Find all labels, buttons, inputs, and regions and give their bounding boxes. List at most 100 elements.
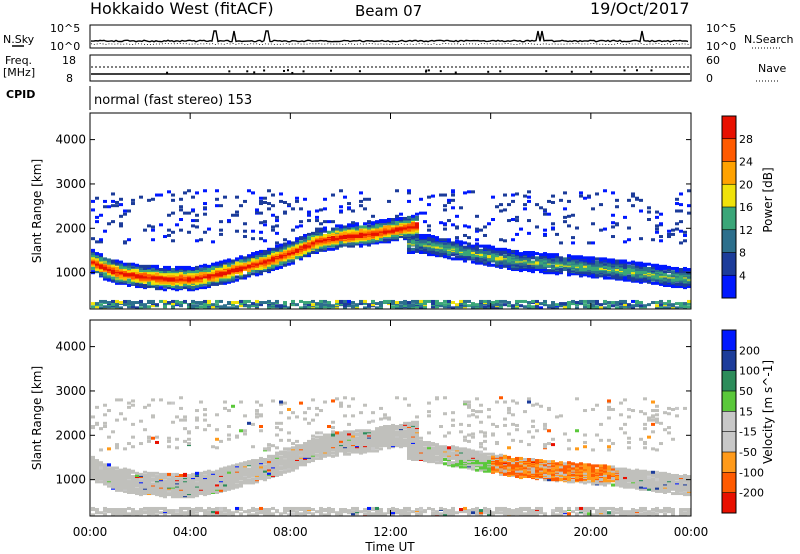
- data-cell: [275, 451, 279, 455]
- data-cell: [263, 469, 267, 473]
- data-cell: [643, 304, 647, 308]
- data-cell: [167, 439, 171, 443]
- data-cell: [551, 306, 555, 310]
- data-cell: [499, 209, 503, 213]
- data-cell: [115, 261, 119, 265]
- data-cell: [455, 255, 459, 259]
- data-cell: [407, 232, 411, 236]
- data-cell: [227, 470, 231, 474]
- data-cell: [179, 506, 183, 510]
- data-cell: [267, 508, 271, 512]
- data-cell: [159, 268, 163, 272]
- data-cell: [155, 440, 159, 444]
- data-cell: [487, 306, 491, 310]
- data-cell: [115, 299, 119, 303]
- power-colorbar-tick-label: 16: [739, 201, 753, 214]
- data-cell: [307, 301, 311, 305]
- data-cell: [167, 190, 171, 194]
- data-cell: [351, 244, 355, 248]
- data-cell: [255, 250, 259, 254]
- data-cell: [111, 204, 115, 208]
- data-cell: [267, 306, 271, 310]
- data-cell: [467, 236, 471, 240]
- data-cell: [527, 301, 531, 305]
- data-cell: [451, 253, 455, 257]
- data-cell: [291, 246, 295, 250]
- data-cell: [475, 303, 479, 307]
- data-cell: [343, 430, 347, 434]
- data-cell: [543, 268, 547, 272]
- data-cell: [259, 456, 263, 460]
- data-cell: [171, 239, 175, 243]
- noise-panel-frame: [89, 24, 692, 49]
- data-cell: [107, 258, 111, 262]
- data-cell: [379, 240, 383, 244]
- data-cell: [671, 228, 675, 232]
- power-data-cells: [91, 189, 691, 310]
- data-cell: [391, 305, 395, 309]
- data-cell: [223, 485, 227, 489]
- data-cell: [303, 417, 307, 421]
- data-cell: [343, 447, 347, 451]
- data-cell: [359, 243, 363, 247]
- nsky-label: N.Sky: [3, 33, 35, 46]
- data-cell: [295, 444, 299, 448]
- data-cell: [543, 252, 547, 256]
- data-cell: [587, 263, 591, 267]
- data-cell: [679, 304, 683, 308]
- data-cell: [323, 197, 327, 201]
- data-cell: [315, 510, 319, 514]
- data-cell: [543, 228, 547, 232]
- data-cell: [139, 510, 143, 514]
- data-cell: [435, 305, 439, 309]
- data-cell: [263, 457, 267, 461]
- data-cell: [479, 305, 483, 309]
- data-cell: [443, 238, 447, 242]
- data-cell: [155, 272, 159, 276]
- data-cell: [195, 191, 199, 195]
- data-cell: [631, 299, 635, 303]
- data-cell: [135, 487, 139, 491]
- nave-tick-high: 60: [706, 54, 720, 67]
- data-cell: [419, 197, 423, 201]
- data-cell: [639, 268, 643, 272]
- data-cell: [663, 270, 667, 274]
- data-cell: [91, 415, 95, 419]
- data-cell: [271, 249, 275, 253]
- data-cell: [615, 205, 619, 209]
- data-cell: [503, 247, 507, 251]
- data-cell: [643, 262, 647, 266]
- data-cell: [251, 255, 255, 259]
- data-cell: [123, 513, 127, 517]
- data-cell: [671, 277, 675, 281]
- data-cell: [239, 258, 243, 262]
- data-cell: [275, 426, 279, 430]
- data-cell: [231, 213, 235, 217]
- data-cell: [411, 247, 415, 251]
- data-cell: [483, 225, 487, 229]
- data-cell: [195, 409, 199, 413]
- data-cell: [231, 306, 235, 310]
- data-cell: [215, 197, 219, 201]
- data-cell: [103, 506, 107, 510]
- data-cell: [331, 227, 335, 231]
- data-cell: [231, 301, 235, 305]
- data-cell: [567, 214, 571, 218]
- data-cell: [195, 426, 199, 430]
- data-cell: [219, 439, 223, 443]
- data-cell: [235, 509, 239, 513]
- data-cell: [271, 225, 275, 229]
- data-cell: [127, 442, 131, 446]
- data-cell: [343, 436, 347, 440]
- data-cell: [335, 449, 339, 453]
- data-cell: [151, 471, 155, 475]
- data-cell: [107, 469, 111, 473]
- data-cell: [171, 230, 175, 234]
- data-cell: [163, 493, 167, 497]
- data-cell: [335, 447, 339, 451]
- data-cell: [219, 469, 223, 473]
- data-cell: [375, 302, 379, 306]
- data-cell: [515, 303, 519, 307]
- data-cell: [99, 427, 103, 431]
